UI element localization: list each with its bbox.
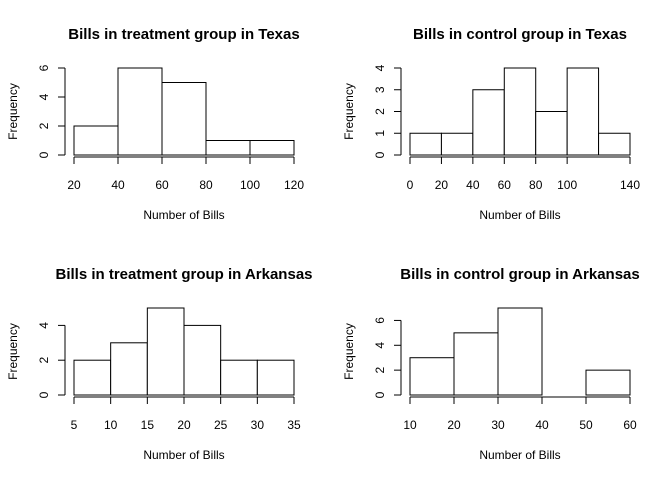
- histogram-bar: [472, 89, 505, 156]
- x-tick-label: 10: [104, 418, 118, 432]
- histogram-bar: [453, 332, 499, 396]
- histogram-bar: [249, 140, 295, 156]
- y-tick-label: 0: [373, 151, 387, 158]
- x-tick-label: 0: [407, 178, 414, 192]
- histogram-bar: [161, 82, 207, 156]
- chart-title: Bills in control group in Texas: [413, 26, 627, 43]
- x-tick-label: 25: [214, 418, 228, 432]
- x-tick-label: 20: [67, 178, 81, 192]
- y-tick-label: 6: [37, 64, 51, 71]
- y-tick-label: 2: [373, 366, 387, 373]
- histogram-bar: [497, 307, 543, 396]
- histogram-bar: [598, 132, 631, 156]
- histogram-bar: [117, 67, 163, 156]
- y-tick-label: 4: [37, 93, 51, 100]
- y-tick-label: 2: [373, 108, 387, 115]
- y-axis-label: Frequency: [342, 83, 356, 140]
- histogram-bar: [205, 140, 251, 156]
- x-axis-label: Number of Bills: [479, 448, 560, 462]
- x-tick-label: 15: [141, 418, 155, 432]
- y-axis-label: Frequency: [6, 323, 20, 380]
- y-tick-label: 2: [37, 122, 51, 129]
- x-tick-label: 35: [287, 418, 301, 432]
- chart-title: Bills in treatment group in Arkansas: [56, 266, 313, 283]
- chart-panel-3: Bills in treatment group in Arkansas 5 10 1…: [6, 266, 312, 462]
- histogram-bar: [146, 307, 185, 396]
- histogram-bar: [256, 359, 295, 396]
- x-tick-label: 20: [177, 418, 191, 432]
- x-tick-label: 40: [535, 418, 549, 432]
- histogram-bar: [220, 359, 258, 396]
- y-axis-label: Frequency: [342, 323, 356, 380]
- y-tick-label: 0: [373, 391, 387, 398]
- histogram-bar: [503, 67, 537, 156]
- x-tick-label: 100: [240, 178, 260, 192]
- x-tick-label: 10: [403, 418, 417, 432]
- histogram-bar: [566, 67, 600, 156]
- x-tick-label: 140: [620, 178, 640, 192]
- x-tick-label: 30: [251, 418, 265, 432]
- x-tick-label: 50: [579, 418, 593, 432]
- histogram-bar: [585, 369, 631, 396]
- x-tick-label: 30: [491, 418, 505, 432]
- chart-title: Bills in control group in Arkansas: [400, 266, 639, 283]
- x-tick-label: 120: [284, 178, 304, 192]
- y-tick-label: 0: [37, 151, 51, 158]
- x-tick-label: 80: [529, 178, 543, 192]
- x-tick-label: 20: [447, 418, 461, 432]
- x-axis-label: Number of Bills: [143, 448, 224, 462]
- histogram-bar: [535, 111, 568, 156]
- x-tick-label: 20: [435, 178, 449, 192]
- x-tick-label: 60: [155, 178, 169, 192]
- histogram-bar: [73, 359, 112, 396]
- histogram-bar: [110, 342, 148, 396]
- x-axis-label: Number of Bills: [479, 208, 560, 222]
- y-tick-label: 2: [37, 357, 51, 364]
- y-tick-label: 4: [373, 64, 387, 71]
- y-tick-label: 3: [373, 86, 387, 93]
- y-tick-label: 4: [37, 322, 51, 329]
- x-axis-label: Number of Bills: [143, 208, 224, 222]
- x-tick-label: 60: [623, 418, 637, 432]
- x-tick-label: 60: [498, 178, 512, 192]
- histogram-bar: [183, 324, 222, 396]
- y-tick-label: 0: [37, 391, 51, 398]
- x-tick-label: 80: [199, 178, 213, 192]
- x-tick-label: 100: [557, 178, 577, 192]
- histogram-bar: [409, 357, 455, 396]
- x-tick-label: 5: [71, 418, 78, 432]
- x-tick-label: 40: [111, 178, 125, 192]
- y-tick-label: 1: [373, 130, 387, 137]
- histogram-bar: [73, 125, 119, 156]
- histogram-bar: [440, 132, 474, 156]
- histogram-bar: [409, 132, 442, 156]
- chart-title: Bills in treatment group in Texas: [68, 26, 299, 43]
- y-axis-label: Frequency: [6, 83, 20, 140]
- y-tick-label: 4: [373, 342, 387, 349]
- x-tick-label: 40: [466, 178, 480, 192]
- y-tick-label: 6: [373, 317, 387, 324]
